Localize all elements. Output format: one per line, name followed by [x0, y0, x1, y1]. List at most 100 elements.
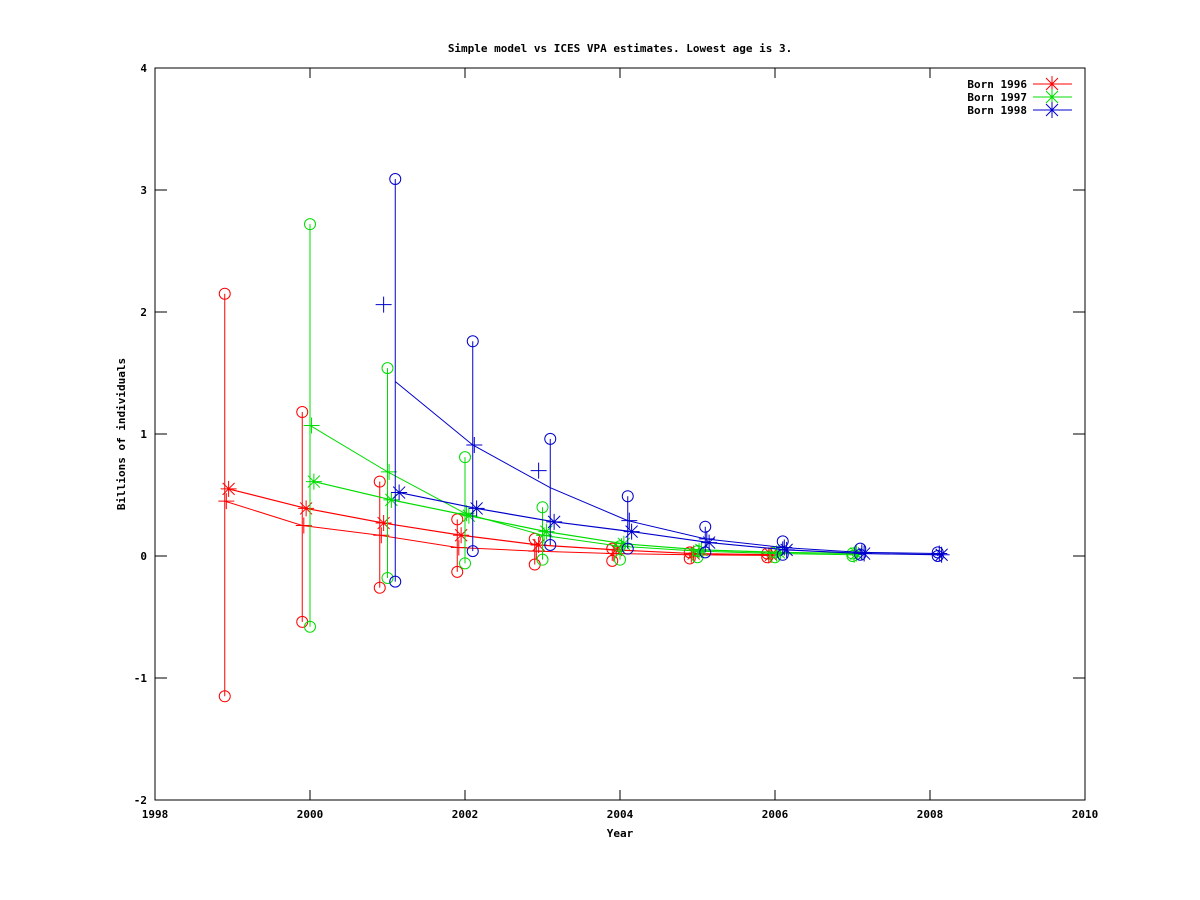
plus-marker: [530, 462, 547, 479]
plus-marker: [381, 463, 398, 480]
plus-marker: [776, 539, 793, 556]
legend-label: Born 1996: [967, 78, 1027, 91]
star-marker: [1044, 89, 1060, 105]
star-marker: [468, 500, 485, 517]
circle-marker: [373, 475, 386, 488]
x-axis-label: Year: [607, 827, 634, 840]
x-tick-label: 2004: [607, 808, 634, 821]
circle-marker: [544, 539, 557, 552]
circle-marker: [854, 542, 867, 555]
circle-marker: [931, 546, 944, 559]
model-line-2: [309, 425, 853, 556]
x-tick-label: 2008: [917, 808, 944, 821]
plus-marker: [528, 543, 545, 560]
circle-marker: [606, 554, 619, 567]
x-tick-label: 2000: [297, 808, 324, 821]
star-marker: [453, 527, 470, 544]
star-marker: [778, 541, 795, 558]
star-marker: [623, 523, 640, 540]
star-marker: [391, 484, 408, 501]
circle-marker: [304, 620, 316, 633]
model-line-2: [224, 500, 768, 556]
star-marker: [933, 546, 950, 563]
circle-marker: [466, 335, 479, 348]
y-axis-label: Billions of individuals: [115, 358, 128, 510]
star-marker: [1044, 76, 1060, 92]
circle-marker: [373, 581, 386, 594]
plus-marker: [853, 544, 870, 561]
plus-marker: [536, 527, 553, 544]
star-marker: [770, 544, 787, 561]
circle-marker: [776, 535, 789, 548]
y-tick-label: 4: [140, 62, 147, 75]
circle-marker: [846, 550, 859, 562]
circle-marker: [536, 553, 549, 566]
plus-marker: [605, 545, 622, 562]
circle-marker: [459, 557, 471, 570]
plus-marker: [450, 539, 467, 556]
star-marker: [1044, 102, 1060, 118]
x-tick-label: 2002: [452, 808, 479, 821]
star-marker: [305, 473, 322, 490]
y-tick-label: 2: [140, 306, 147, 319]
x-tick-label: 1998: [142, 808, 169, 821]
legend-label: Born 1998: [967, 104, 1027, 117]
circle-marker: [621, 490, 634, 503]
plus-marker: [466, 436, 483, 453]
circle-marker: [459, 451, 471, 464]
model-line-2: [394, 381, 938, 555]
y-tick-label: 3: [140, 184, 147, 197]
circle-marker: [699, 520, 712, 533]
x-tick-label: 2010: [1072, 808, 1099, 821]
model-line-1: [313, 480, 857, 555]
plus-marker: [373, 527, 390, 544]
circle-marker: [614, 553, 626, 566]
plus-marker: [846, 546, 863, 563]
model-line-1: [399, 491, 942, 556]
circle-marker: [389, 575, 402, 588]
series-born-1998: [375, 173, 950, 588]
plus-marker: [768, 545, 785, 562]
plus-marker: [613, 538, 630, 555]
circle-marker: [218, 287, 231, 300]
circle-marker: [304, 218, 316, 231]
y-tick-label: 0: [140, 550, 147, 563]
plus-marker: [691, 543, 708, 560]
circle-marker: [381, 571, 394, 584]
y-tick-label: 1: [140, 428, 147, 441]
star-marker: [530, 537, 547, 554]
plus-marker: [760, 547, 777, 564]
circle-marker: [536, 501, 549, 514]
star-marker: [298, 500, 315, 517]
plus-marker: [303, 417, 320, 434]
circle-marker: [466, 545, 479, 558]
axis-ticks: 1998 2000 2002 2004 2006 2008 2010 -2 -1 0 1 2 3 4: [134, 62, 1099, 821]
plus-marker: [621, 512, 638, 529]
plus-marker: [931, 545, 948, 562]
circle-marker: [621, 542, 634, 555]
star-marker: [220, 480, 237, 497]
circle-marker: [218, 690, 231, 703]
star-marker: [615, 535, 632, 552]
star-marker: [701, 534, 718, 551]
star-marker: [693, 541, 710, 558]
series-born-1997: [303, 218, 865, 633]
star-marker: [383, 491, 400, 508]
plus-marker: [295, 517, 312, 534]
legend-label: Born 1997: [967, 91, 1027, 104]
y-tick-label: -2: [134, 794, 147, 807]
circle-marker: [389, 173, 402, 186]
plus-marker: [218, 493, 235, 510]
circle-marker: [381, 362, 394, 375]
star-marker: [546, 513, 563, 530]
circle-marker: [451, 565, 464, 578]
model-line-1: [228, 488, 772, 556]
x-tick-label: 2006: [762, 808, 789, 821]
plot-area-frame: [154, 67, 1086, 801]
star-marker: [538, 523, 555, 540]
star-marker: [763, 546, 780, 563]
circle-marker: [296, 406, 309, 419]
star-marker: [460, 507, 477, 524]
